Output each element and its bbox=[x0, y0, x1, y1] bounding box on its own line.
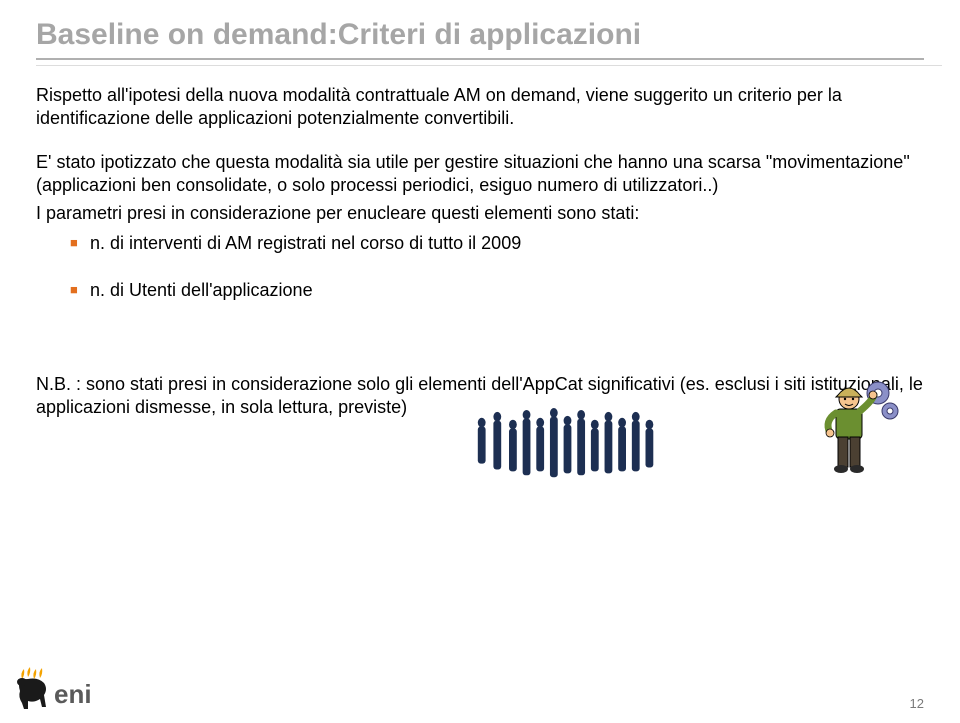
slide-container: Baseline on demand:Criteri di applicazio… bbox=[0, 0, 960, 723]
slide-title: Baseline on demand:Criteri di applicazio… bbox=[36, 18, 924, 60]
bullet-item: n. di Utenti dell'applicazione bbox=[70, 280, 924, 301]
paragraph-parameters: I parametri presi in considerazione per … bbox=[36, 202, 924, 225]
worker-icon bbox=[816, 371, 900, 475]
eni-logo: eni bbox=[14, 667, 104, 717]
bullet-list: n. di interventi di AM registrati nel co… bbox=[70, 233, 924, 301]
bullet-item: n. di interventi di AM registrati nel co… bbox=[70, 233, 924, 254]
paragraph-hypothesis: E' stato ipotizzato che questa modalità … bbox=[36, 151, 924, 198]
people-crowd-icon bbox=[470, 403, 665, 493]
page-number: 12 bbox=[910, 696, 924, 711]
title-divider bbox=[36, 64, 942, 66]
logo-text: eni bbox=[54, 679, 92, 709]
paragraph-intro: Rispetto all'ipotesi della nuova modalit… bbox=[36, 84, 924, 131]
